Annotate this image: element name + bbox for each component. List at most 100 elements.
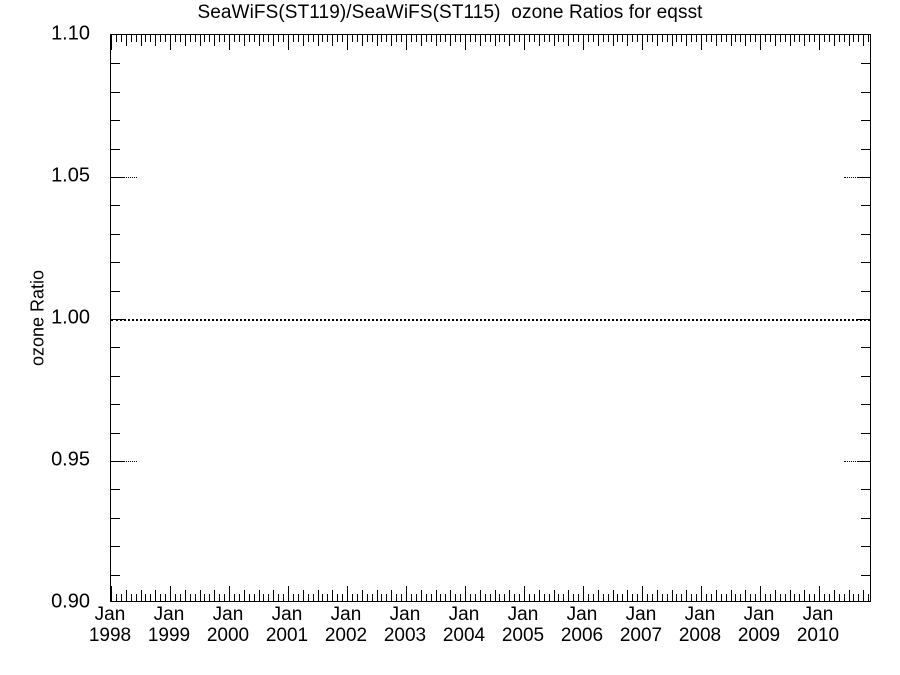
x-axis-tick-top-mid (214, 35, 216, 46)
x-axis-tick-top-mid (804, 35, 806, 46)
y-gridline-stub-left (111, 177, 137, 178)
y-axis-tick-left-minor (111, 404, 120, 406)
x-axis-tick-bottom-minor (115, 594, 117, 601)
x-axis-tick-bottom-minor (725, 594, 727, 601)
x-axis-tick-top-minor (661, 35, 663, 42)
x-axis-tick-top-minor (253, 35, 255, 42)
y-gridline-stub-left (111, 461, 137, 462)
x-axis-tick-top-mid (686, 35, 688, 46)
x-axis-tick-bottom-mid (391, 590, 393, 601)
x-axis-tick-label-month: Jan (448, 604, 480, 625)
x-axis-tick-top-major (347, 35, 348, 50)
x-axis-tick-top-minor (278, 35, 280, 42)
x-axis-tick-bottom-minor (233, 594, 235, 601)
x-axis-tick-bottom-minor (219, 594, 221, 601)
x-axis-tick-top-minor (764, 35, 766, 42)
x-axis-tick-top-minor (504, 35, 506, 42)
x-axis-tick-bottom-major (701, 586, 702, 601)
x-axis-tick-bottom-mid (627, 590, 629, 601)
x-axis-tick-top-minor (607, 35, 609, 42)
x-axis-tick-top-minor (558, 35, 560, 42)
x-axis-tick-bottom-mid (125, 590, 127, 601)
x-axis-tick-top-minor (740, 35, 742, 42)
x-axis-tick-top-minor (386, 35, 388, 42)
plot-inner (111, 35, 870, 601)
x-axis-tick-bottom-minor (209, 594, 211, 601)
x-axis-tick-bottom-minor (676, 594, 678, 601)
x-axis-tick-bottom-minor (666, 594, 668, 601)
x-axis-tick-top-mid (435, 35, 437, 46)
x-axis-tick-label-month: Jan (94, 604, 126, 625)
x-axis-tick-bottom-minor (838, 594, 840, 601)
x-axis-tick-top-minor (632, 35, 634, 42)
x-axis-tick-top-minor (160, 35, 162, 42)
x-axis-tick-top-minor (838, 35, 840, 42)
x-axis-tick-bottom-minor (563, 594, 565, 601)
x-axis-tick-top-mid (789, 35, 791, 46)
y-axis-tick-right-minor (861, 148, 870, 150)
x-axis-tick-bottom-minor (278, 594, 280, 601)
x-axis-tick-top-minor (779, 35, 781, 42)
y-axis-tick-left-minor (111, 205, 120, 207)
x-axis-tick-bottom-minor (558, 594, 560, 601)
x-axis-tick-top-mid (509, 35, 511, 46)
x-axis-tick-top-minor (204, 35, 206, 42)
x-axis-tick-label-year: 2010 (796, 625, 840, 646)
x-axis-tick-bottom-minor (646, 594, 648, 601)
x-axis-tick-bottom-minor (705, 594, 707, 601)
x-axis-tick-label-year: 2007 (619, 625, 663, 646)
y-gridline-stub-right (844, 177, 870, 178)
x-axis-tick-top-mid (833, 35, 835, 46)
x-axis-tick-top-minor (322, 35, 324, 42)
x-axis-tick-top-minor (676, 35, 678, 42)
x-axis-tick-top-minor (828, 35, 830, 42)
x-axis-tick-top-minor (455, 35, 457, 42)
y-axis-tick-labels: 0.90 0.95 1.00 1.05 1.10 (0, 0, 100, 675)
x-axis-tick-top-minor (224, 35, 226, 42)
x-axis-tick-bottom-minor (784, 594, 786, 601)
x-axis-tick-label: Jan 2009 (738, 604, 780, 646)
x-axis-tick-bottom-major (642, 586, 643, 601)
x-axis-tick-bottom-minor (160, 594, 162, 601)
y-axis-tick-left-minor (111, 148, 120, 150)
y-axis-tick-label: 1.00 (51, 306, 90, 329)
x-axis-tick-top-minor (528, 35, 530, 42)
x-axis-tick-top-minor (735, 35, 737, 42)
x-axis-tick-bottom-mid (538, 590, 540, 601)
x-axis-tick-label-year: 2001 (265, 625, 309, 646)
x-axis-tick-top-major (760, 35, 761, 50)
x-axis-tick-labels: Jan 1998 Jan 1999 Jan 2000 Jan 2001 Jan 2002 Jan 20… (0, 604, 900, 664)
x-axis-tick-top-minor (725, 35, 727, 42)
x-axis-tick-bottom-major (465, 586, 466, 601)
x-axis-tick-bottom-minor (371, 594, 373, 601)
x-axis-tick-bottom-minor (750, 594, 752, 601)
x-axis-tick-bottom-minor (292, 594, 294, 601)
y-axis-tick-right-minor (861, 262, 870, 264)
x-axis-tick-bottom-mid (302, 590, 304, 601)
chart-title: SeaWiFS(ST119)/SeaWiFS(ST115) ozone Rati… (197, 2, 703, 23)
x-axis-tick-top-major (406, 35, 407, 50)
x-axis-tick-bottom-minor (455, 594, 457, 601)
x-axis-tick-bottom-minor (769, 594, 771, 601)
x-axis-tick-bottom-mid (509, 590, 511, 601)
x-axis-tick-bottom-minor (386, 594, 388, 601)
x-axis-tick-bottom-minor (130, 594, 132, 601)
x-axis-tick-top-mid (479, 35, 481, 46)
x-axis-tick-bottom-mid (184, 590, 186, 601)
x-axis-tick-top-minor (858, 35, 860, 42)
x-axis-tick-bottom-minor (533, 594, 535, 601)
x-axis-tick-bottom-minor (150, 594, 152, 601)
x-axis-tick-bottom-mid (848, 590, 850, 601)
x-axis-tick-top-minor (381, 35, 383, 42)
x-axis-tick-bottom-minor (499, 594, 501, 601)
unity-reference-line (111, 319, 870, 321)
x-axis-tick-top-minor (474, 35, 476, 42)
x-axis-tick-top-minor (519, 35, 521, 42)
x-axis-tick-bottom-minor (710, 594, 712, 601)
x-axis-tick-bottom-minor (489, 594, 491, 601)
x-axis-tick-bottom-minor (661, 594, 663, 601)
x-axis-tick-top-mid (199, 35, 201, 46)
y-axis-tick-label: 0.90 (51, 590, 90, 613)
x-axis-tick-label-year: 1998 (88, 625, 132, 646)
x-axis-tick-bottom-mid (789, 590, 791, 601)
